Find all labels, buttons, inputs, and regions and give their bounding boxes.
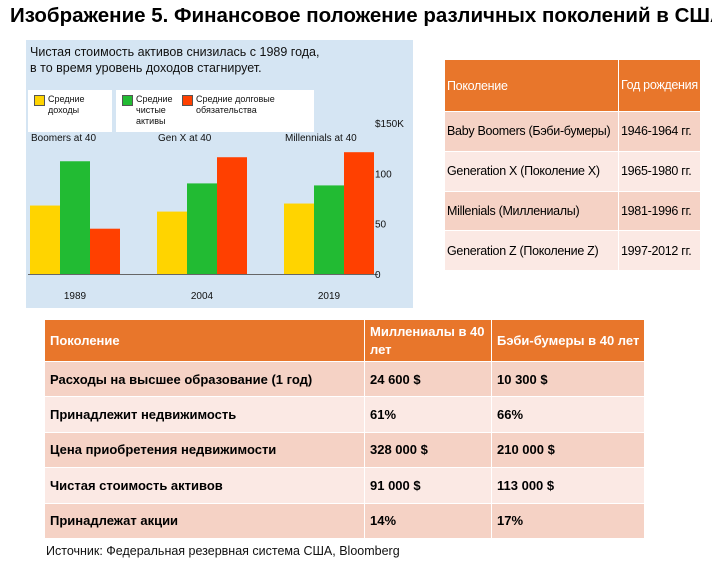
legend-swatch-net-worth bbox=[122, 95, 133, 106]
bar-debt-2004 bbox=[217, 157, 247, 274]
y-tick-label: 100 bbox=[375, 169, 392, 180]
x-tick-label: 1989 bbox=[64, 291, 87, 302]
chart-subtitle-line-2: в то время уровень доходов стагнирует. bbox=[30, 61, 262, 75]
table-cell: Расходы на высшее образование (1 год) bbox=[44, 360, 365, 398]
legend-swatch-income bbox=[34, 95, 45, 106]
table-cell: 24 600 $ bbox=[364, 360, 492, 398]
table-cell: 210 000 $ bbox=[491, 431, 645, 469]
legend-swatch-debt bbox=[182, 95, 193, 106]
generations-table-header: Поколение Год рождения bbox=[444, 59, 701, 112]
legend-item-net-worth: Средние чистые активы bbox=[116, 90, 180, 132]
bar-net_worth-1989 bbox=[60, 161, 90, 274]
x-tick-label: 2004 bbox=[191, 291, 214, 302]
table-row: Generation X (Поколение X) 1965-1980 гг. bbox=[444, 150, 701, 192]
table-row: Расходы на высшее образование (1 год) 24… bbox=[44, 360, 645, 398]
table-row: Принадлежат акции 14% 17% bbox=[44, 502, 645, 540]
group-label: Boomers at 40 bbox=[31, 133, 96, 144]
source-note: Источник: Федеральная резервная система … bbox=[46, 544, 400, 558]
header-cell: Бэби-бумеры в 40 лет bbox=[491, 319, 645, 362]
table-cell: Принадлежит недвижимость bbox=[44, 396, 365, 433]
table-cell: Чистая стоимость активов bbox=[44, 467, 365, 504]
bar-income-2004 bbox=[157, 211, 187, 274]
legend-label: Средние долговые bbox=[196, 94, 275, 104]
comparison-table-header: Поколение Миллениалы в 40 лет Бэби-бумер… bbox=[44, 319, 645, 362]
table-cell: Generation Z (Поколение Z) bbox=[444, 230, 619, 271]
table-row: Generation Z (Поколение Z) 1997-2012 гг. bbox=[444, 230, 701, 271]
group-label: Gen X at 40 bbox=[158, 133, 212, 144]
bar-net_worth-2019 bbox=[314, 185, 344, 274]
table-cell: 61% bbox=[364, 396, 492, 433]
table-cell: 328 000 $ bbox=[364, 431, 492, 469]
table-cell: Цена приобретения недвижимости bbox=[44, 431, 365, 469]
legend-label: Средние bbox=[136, 94, 173, 104]
table-row: Принадлежит недвижимость 61% 66% bbox=[44, 396, 645, 433]
header-cell: Поколение bbox=[44, 319, 365, 362]
table-cell: 10 300 $ bbox=[491, 360, 645, 398]
bar-net_worth-2004 bbox=[187, 183, 217, 274]
table-cell: Baby Boomers (Бэби-бумеры) bbox=[444, 111, 619, 152]
y-tick-label: 0 bbox=[375, 270, 381, 281]
chart-subtitle-line-1: Чистая стоимость активов снизилась с 198… bbox=[30, 45, 320, 59]
bar-debt-1989 bbox=[90, 228, 120, 274]
bar-income-1989 bbox=[30, 205, 60, 274]
table-cell: 17% bbox=[491, 502, 645, 540]
generations-table: Поколение Год рождения Baby Boomers (Бэб… bbox=[444, 59, 701, 271]
legend-label: активы bbox=[136, 116, 166, 126]
group-label: Millennials at 40 bbox=[285, 133, 357, 144]
legend-label: обязательства bbox=[196, 105, 257, 115]
chart-subtitle: Чистая стоимость активов снизилась с 198… bbox=[30, 44, 319, 76]
table-row: Millenials (Миллениалы) 1981-1996 гг. bbox=[444, 190, 701, 232]
table-cell: 14% bbox=[364, 502, 492, 540]
table-cell: 1981-1996 гг. bbox=[618, 190, 701, 232]
table-cell: 1946-1964 гг. bbox=[618, 111, 701, 152]
bar-chart: $150K 100 50 0 Boomers at 40 1989 Gen X at 40 2… bbox=[28, 119, 404, 302]
table-row: Чистая стоимость активов 91 000 $ 113 00… bbox=[44, 467, 645, 504]
y-tick-label: $150K bbox=[375, 119, 404, 130]
table-cell: Generation X (Поколение X) bbox=[444, 150, 619, 192]
page-title: Изображение 5. Финансовое положение разл… bbox=[10, 4, 712, 27]
y-tick-label: 50 bbox=[375, 220, 387, 231]
table-cell: Millenials (Миллениалы) bbox=[444, 190, 619, 232]
legend-label: Средние bbox=[48, 94, 85, 104]
table-cell: Принадлежат акции bbox=[44, 502, 365, 540]
x-tick-label: 2019 bbox=[318, 291, 341, 302]
table-row: Цена приобретения недвижимости 328 000 $… bbox=[44, 431, 645, 469]
legend-label: доходы bbox=[48, 105, 80, 115]
header-cell: Год рождения bbox=[618, 59, 701, 112]
legend-item-debt: Средние долговые обязательства bbox=[176, 90, 314, 132]
table-cell: 1965-1980 гг. bbox=[618, 150, 701, 192]
table-row: Baby Boomers (Бэби-бумеры) 1946-1964 гг. bbox=[444, 111, 701, 152]
header-cell: Миллениалы в 40 лет bbox=[364, 319, 492, 362]
table-cell: 113 000 $ bbox=[491, 467, 645, 504]
table-cell: 1997-2012 гг. bbox=[618, 230, 701, 271]
legend-item-income: Средние доходы bbox=[28, 90, 112, 132]
bar-debt-2019 bbox=[344, 152, 374, 274]
table-cell: 66% bbox=[491, 396, 645, 433]
legend-label: чистые bbox=[136, 105, 166, 115]
bar-income-2019 bbox=[284, 203, 314, 274]
header-cell: Поколение bbox=[444, 59, 619, 112]
chart-panel: Чистая стоимость активов снизилась с 198… bbox=[26, 40, 413, 308]
comparison-table: Поколение Миллениалы в 40 лет Бэби-бумер… bbox=[44, 319, 645, 540]
table-cell: 91 000 $ bbox=[364, 467, 492, 504]
